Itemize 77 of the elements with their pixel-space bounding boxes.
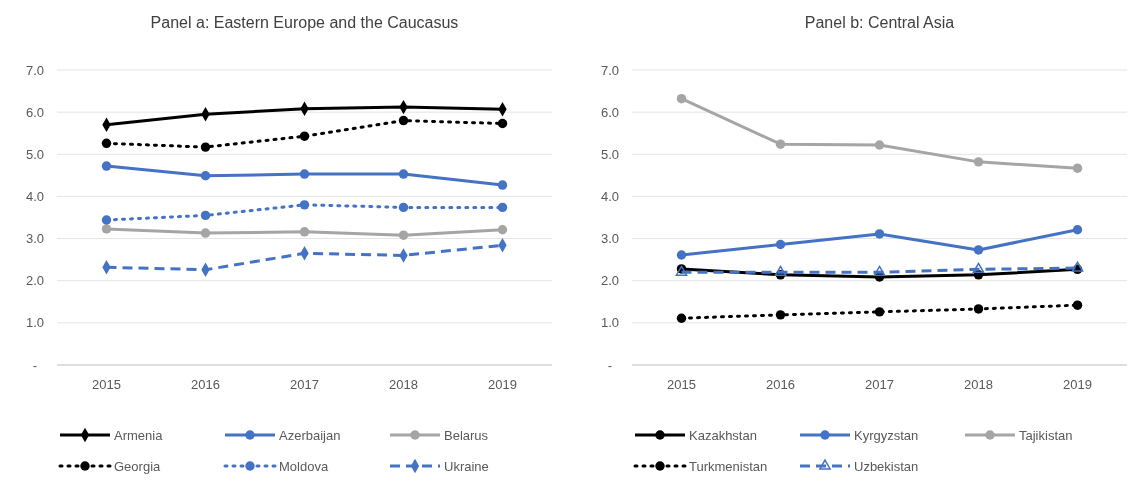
point (497, 118, 508, 129)
point (774, 265, 787, 276)
y-tick-label: 4.0 (600, 188, 620, 204)
point (775, 139, 786, 149)
legend-label: Armenia (114, 427, 164, 443)
legend-label: Moldova (279, 458, 329, 474)
point (101, 215, 112, 225)
point (874, 140, 885, 150)
point (200, 171, 211, 181)
point (1072, 163, 1083, 173)
y-tick-label: 5.0 (600, 146, 620, 162)
y-tick-label: 6.0 (25, 104, 45, 120)
legend-label: Georgia (114, 458, 162, 474)
y-tick-label: 3.0 (600, 231, 620, 247)
point (398, 230, 409, 240)
legend-label: Turkmenistan (689, 458, 768, 474)
y-tick-label: 1.0 (600, 315, 620, 331)
point (973, 304, 984, 314)
y-tick-label: - (607, 357, 613, 373)
chart-title: Panel b: Central Asia (804, 14, 955, 31)
point (972, 262, 985, 274)
y-tick-label: 2.0 (25, 273, 45, 289)
y-tick-label: - (32, 357, 38, 373)
legend-label: Belarus (444, 427, 489, 443)
legend-label: Azerbaijan (279, 427, 341, 443)
chart-title: Panel a: Eastern Europe and the Caucasus (150, 14, 459, 31)
point (775, 239, 786, 250)
y-tick-label: 2.0 (600, 273, 620, 289)
y-tick-label: 6.0 (600, 104, 620, 120)
point (676, 93, 687, 104)
point (497, 180, 508, 190)
point (497, 225, 508, 235)
point (398, 115, 409, 126)
point (299, 131, 310, 141)
x-tick-label: 2019 (488, 377, 517, 392)
x-tick-label: 2015 (92, 377, 121, 392)
point (299, 227, 310, 237)
x-tick-label: 2015 (667, 377, 696, 392)
point (398, 202, 409, 213)
point (775, 310, 786, 320)
point (1072, 300, 1083, 310)
y-tick-label: 3.0 (25, 231, 45, 247)
x-tick-label: 2019 (1063, 377, 1092, 392)
y-tick-label: 4.0 (25, 188, 45, 204)
point (101, 138, 112, 149)
point (200, 210, 211, 221)
x-tick-label: 2018 (964, 377, 993, 392)
point (200, 228, 211, 238)
x-tick-label: 2017 (290, 377, 319, 392)
point (1072, 225, 1083, 235)
point (873, 265, 886, 276)
point (299, 169, 310, 179)
legend-label: Kyrgyzstan (854, 427, 919, 443)
y-tick-label: 1.0 (25, 315, 45, 331)
point (973, 157, 984, 167)
point (299, 200, 310, 210)
point (676, 250, 687, 260)
point (874, 307, 885, 317)
x-tick-label: 2018 (389, 377, 418, 392)
legend-label: Ukraine (444, 458, 489, 474)
y-tick-label: 7.0 (600, 62, 620, 78)
legend-label: Tajikistan (1019, 427, 1073, 443)
point (874, 229, 885, 239)
point (676, 313, 687, 323)
point (200, 142, 211, 152)
legend-label: Uzbekistan (854, 458, 919, 474)
point (973, 245, 984, 255)
y-tick-label: 7.0 (25, 62, 45, 78)
point (101, 224, 112, 234)
x-tick-label: 2016 (766, 377, 795, 392)
x-tick-label: 2016 (191, 377, 220, 392)
point (398, 169, 409, 179)
y-tick-label: 5.0 (25, 146, 45, 162)
point (497, 202, 508, 213)
legend-label: Kazakhstan (689, 427, 757, 443)
x-tick-label: 2017 (865, 377, 894, 392)
point (101, 161, 112, 171)
